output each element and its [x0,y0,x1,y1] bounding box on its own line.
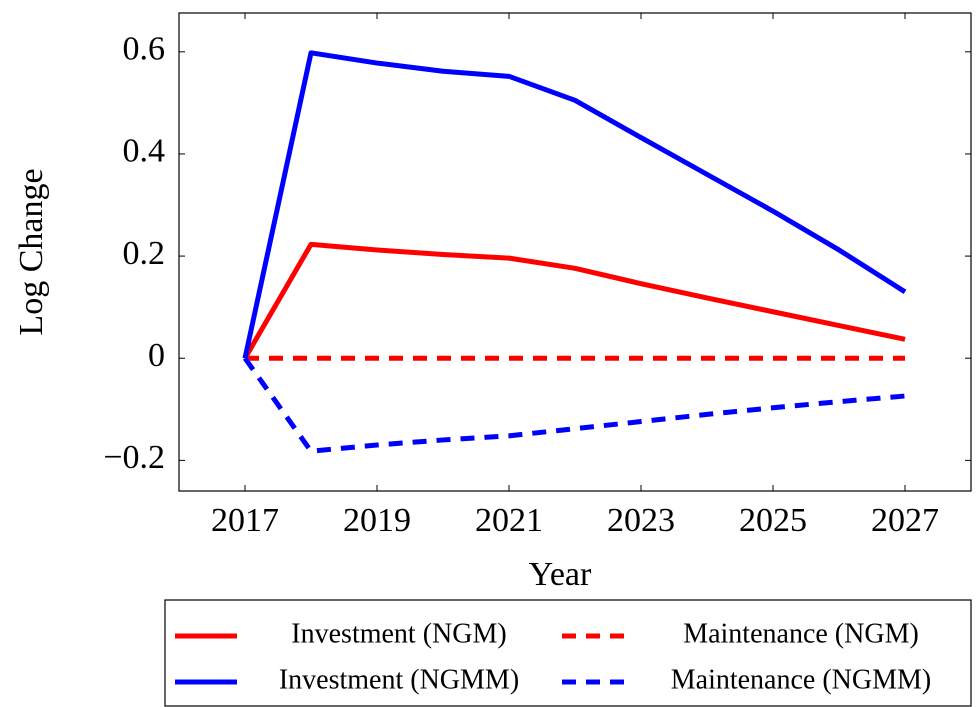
y-axis-title: Log Change [13,168,50,335]
y-tick-label: 0.6 [123,31,166,68]
x-tick-label: 2021 [475,502,543,539]
y-tick-label: −0.2 [103,439,165,476]
legend-box [164,599,972,707]
y-tick-label: 0.2 [123,235,166,272]
x-tick-label: 2017 [211,502,279,539]
plot-frame [178,12,972,492]
y-tick-label: 0 [148,337,165,374]
x-tick-label: 2019 [343,502,411,539]
series-line [242,241,906,360]
legend-label: Maintenance (NGM) [683,618,919,649]
x-tick-label: 2025 [739,502,807,539]
x-tick-label: 2027 [871,502,939,539]
series-line [242,356,906,454]
legend-label: Investment (NGM) [291,618,506,649]
x-tick-label: 2023 [607,502,675,539]
x-axis-title: Year [529,556,592,593]
legend-label: Investment (NGMM) [279,664,519,695]
legend-label: Maintenance (NGMM) [671,664,931,695]
series-line [242,50,907,359]
y-tick-label: 0.4 [123,133,166,170]
